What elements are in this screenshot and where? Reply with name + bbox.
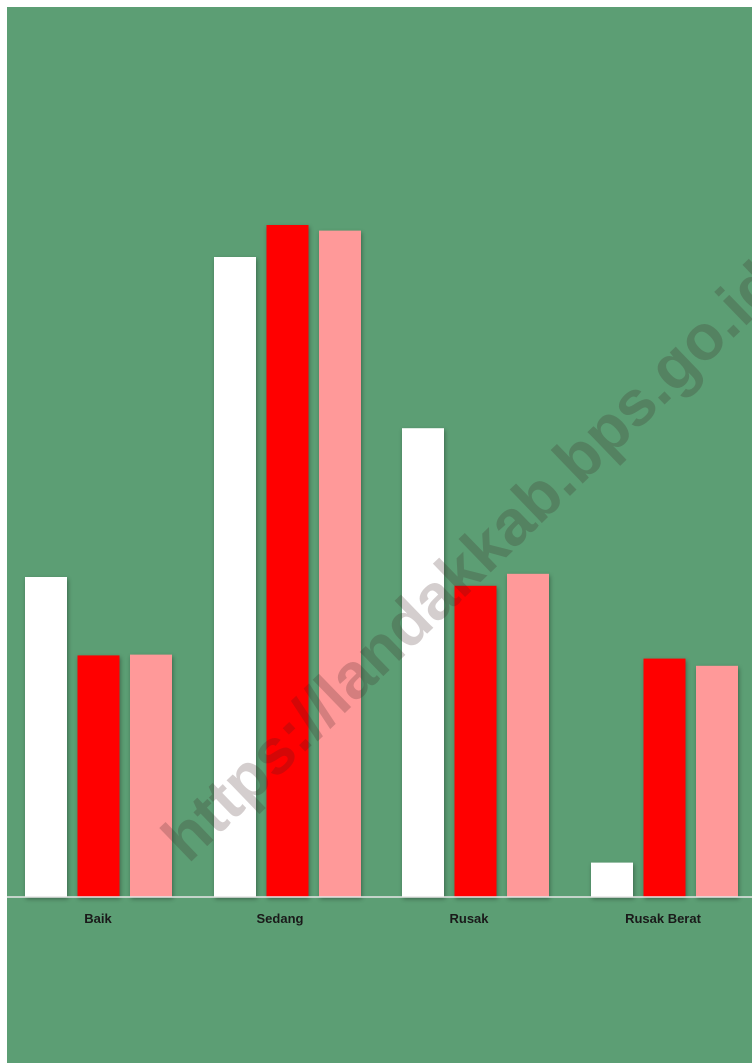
bar-rusak-berat-3 <box>696 665 738 897</box>
category-label: Rusak Berat <box>625 911 702 926</box>
bar-sedang-2 <box>266 225 309 897</box>
chart-panel: Baik Sedang Rusak Rusak Berat <box>7 7 752 1063</box>
bar-sedang-1 <box>214 257 256 897</box>
bar-baik-2 <box>77 655 120 897</box>
bar-rusak-berat-2 <box>643 658 686 897</box>
bar-chart: Baik Sedang Rusak Rusak Berat <box>7 225 752 926</box>
category-label: Baik <box>84 911 112 926</box>
category-label: Rusak <box>449 911 489 926</box>
category-labels: Baik Sedang Rusak Rusak Berat <box>84 911 701 926</box>
bar-rusak-berat-1 <box>591 862 633 897</box>
bar-rusak-1 <box>402 428 444 897</box>
bar-sedang-3 <box>319 230 361 898</box>
category-label: Sedang <box>257 911 304 926</box>
bars-layer <box>25 225 738 898</box>
bar-rusak-3 <box>507 573 549 897</box>
bar-rusak-2 <box>454 585 497 897</box>
bar-baik-3 <box>130 654 172 897</box>
bar-baik-1 <box>25 577 67 897</box>
